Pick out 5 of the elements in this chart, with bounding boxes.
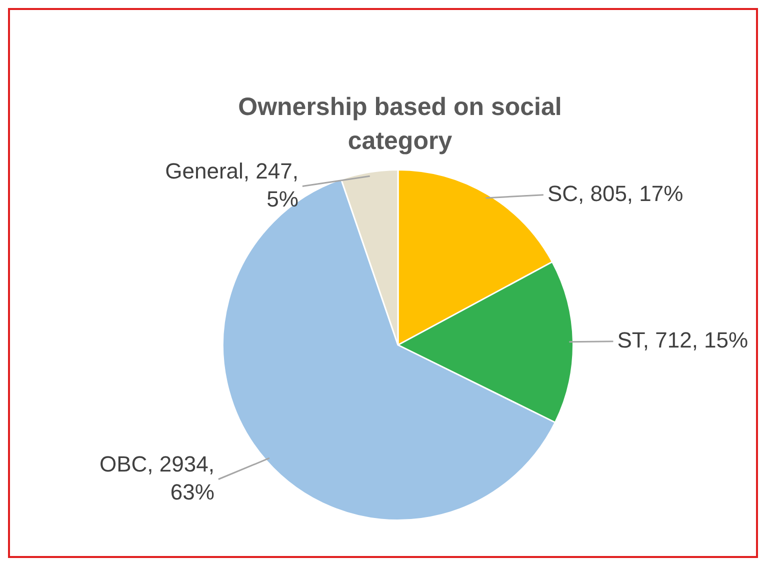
slice-label: SC, 805, 17% [547,180,684,206]
slice-label: ST, 712, 15% [617,327,748,352]
slice-label: OBC, 2934, 63% [99,451,214,504]
chart-title: Ownership based on social category [237,92,563,157]
slice-label: General, 247, 5% [165,158,298,212]
